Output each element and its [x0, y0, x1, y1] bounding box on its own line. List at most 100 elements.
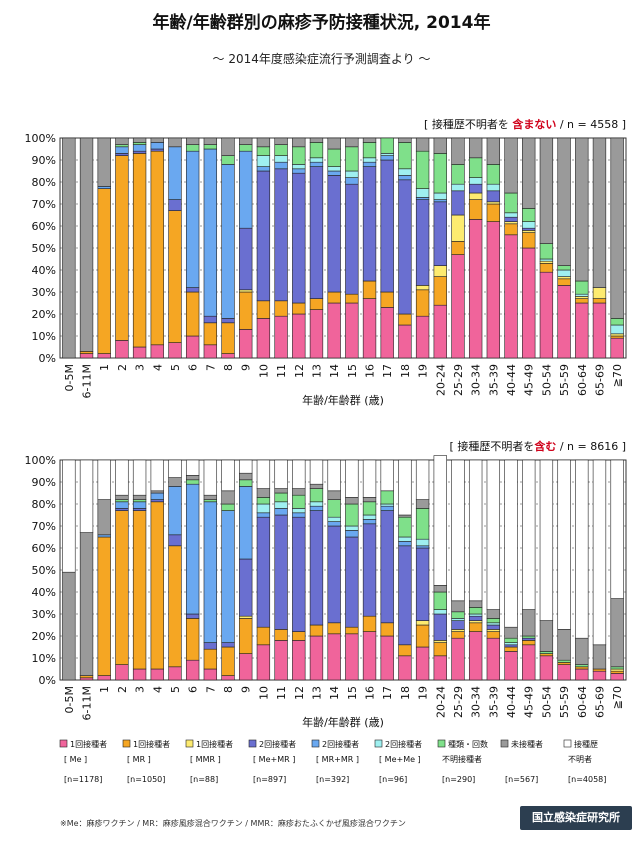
bar-segment: [398, 179, 412, 315]
bar-segment: [221, 503, 235, 511]
bar-segment: [433, 304, 447, 359]
bar-segment: [362, 137, 377, 143]
x-tick-label: 2: [116, 364, 129, 371]
bar-segment: [292, 508, 306, 514]
bar-segment: [79, 459, 94, 533]
legend-sublabel: [ Me+MR ]: [253, 755, 295, 764]
x-tick-label: 6-11M: [81, 686, 94, 720]
x-tick-label: 55-59: [558, 364, 571, 396]
x-tick-label: 9: [240, 686, 253, 693]
bar-segment: [380, 635, 394, 681]
legend-item: 未接種者 [n=567]: [500, 739, 543, 784]
bar-segment: [115, 155, 129, 341]
bar-segment: [221, 490, 235, 505]
bar-segment: [132, 494, 147, 500]
bar-segment: [610, 337, 624, 359]
bar-segment: [575, 296, 589, 299]
bar-segment: [380, 159, 394, 293]
bar-segment: [380, 490, 394, 505]
x-tick-label: 18: [399, 364, 412, 378]
legend-swatch: [311, 739, 320, 748]
bar-segment: [97, 186, 111, 189]
bar-segment: [115, 153, 129, 156]
x-tick-label: 5: [169, 686, 182, 693]
bar-segment: [274, 315, 288, 359]
legend-swatch: [437, 739, 446, 748]
bar-segment: [557, 659, 571, 663]
bar-segment: [168, 534, 182, 547]
bar-segment: [309, 501, 324, 507]
bar-segment: [132, 510, 147, 670]
bar-segment: [168, 199, 182, 211]
bar-segment: [239, 653, 253, 681]
bar-segment: [168, 210, 182, 343]
bar-segment: [115, 499, 129, 503]
bar-segment: [522, 635, 536, 639]
bar-segment: [468, 459, 483, 602]
bar-segment: [239, 329, 253, 359]
bar-segment: [203, 137, 218, 145]
bar-segment: [504, 192, 518, 214]
bar-segment: [362, 161, 377, 167]
bar-segment: [256, 488, 271, 498]
bar-segment: [150, 459, 164, 492]
chart-note: [ 接種歴不明者を 含まない / n = 4558 ]: [424, 117, 626, 131]
bar-segment: [433, 613, 447, 641]
bar-segment: [433, 153, 447, 194]
x-tick-label: 14: [328, 364, 341, 378]
bar-segment: [97, 353, 111, 359]
y-tick-label: 30%: [32, 286, 56, 299]
y-tick-label: 50%: [32, 564, 56, 577]
bar-segment: [327, 521, 341, 527]
legend-count: [n=4058]: [568, 775, 606, 784]
bar-segment: [362, 497, 377, 503]
bar-segment: [168, 342, 182, 359]
bar-segment: [150, 492, 164, 500]
bar-segment: [486, 629, 501, 632]
x-tick-label: 5: [169, 364, 182, 371]
bar-segment: [97, 499, 111, 536]
bar-segment: [292, 168, 306, 174]
bar-segment: [274, 514, 288, 630]
chart-subtitle: ～ 2014年度感染症流行予測調査より ～: [212, 52, 431, 66]
bar-segment: [575, 459, 589, 639]
bar-segment: [150, 499, 164, 503]
bar-segment: [150, 142, 164, 150]
bar-segment: [362, 298, 377, 359]
bar-segment: [380, 155, 394, 161]
bar-segment: [522, 637, 536, 641]
bar-segment: [256, 512, 271, 518]
x-tick-label: 6-11M: [81, 364, 94, 398]
bar-segment: [380, 307, 394, 359]
bar-segment: [168, 459, 182, 478]
chart-panel-2: 0% 10% 20% 30% 40% 50% 60% 70% 80% 90% 100% [ 接種歴不明…: [25, 439, 627, 729]
bar-segment: [451, 183, 465, 192]
bar-segment: [610, 670, 624, 674]
bar-segment: [433, 199, 447, 203]
bar-segment: [239, 618, 253, 654]
x-tick-label: 1: [98, 364, 111, 371]
bar-segment: [557, 664, 571, 681]
bar-segment: [256, 300, 271, 319]
bar-segment: [362, 615, 377, 632]
chart-panel-1: 0% 10% 20% 30% 40% 50% 60% 70% 80% 90% 100% [ 接種歴不明…: [25, 117, 627, 407]
legend-count: [n=88]: [190, 775, 218, 784]
y-tick-label: 20%: [32, 308, 56, 321]
bar-segment: [345, 302, 359, 359]
x-tick-label: 3: [134, 686, 147, 693]
bar-segment: [203, 144, 218, 150]
bar-segment: [557, 278, 571, 286]
bar-segment: [115, 664, 129, 681]
bar-segment: [398, 313, 412, 326]
bar-segment: [486, 622, 501, 626]
bar-segment: [345, 633, 359, 681]
legend-item: 1回接種者 [ Me ] [n=1178]: [59, 739, 107, 784]
bar-segment: [468, 615, 483, 621]
legend-swatch: [563, 739, 572, 748]
y-tick-label: 0%: [39, 674, 56, 687]
legend-label: 接種歴: [574, 739, 598, 749]
bar-segment: [451, 459, 465, 602]
bar-segment: [451, 611, 465, 619]
bar-segment: [203, 322, 218, 346]
bar-segment: [398, 514, 412, 518]
